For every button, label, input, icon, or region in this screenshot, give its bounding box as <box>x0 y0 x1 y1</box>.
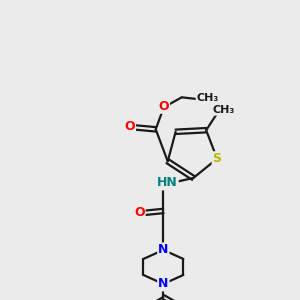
Text: HN: HN <box>157 176 178 190</box>
Text: CH₃: CH₃ <box>196 93 219 103</box>
Text: CH₃: CH₃ <box>212 105 234 115</box>
Text: O: O <box>124 120 135 133</box>
Text: N: N <box>158 244 169 256</box>
Text: S: S <box>213 152 222 165</box>
Text: O: O <box>158 100 169 113</box>
Text: N: N <box>158 278 169 290</box>
Text: O: O <box>134 206 145 220</box>
